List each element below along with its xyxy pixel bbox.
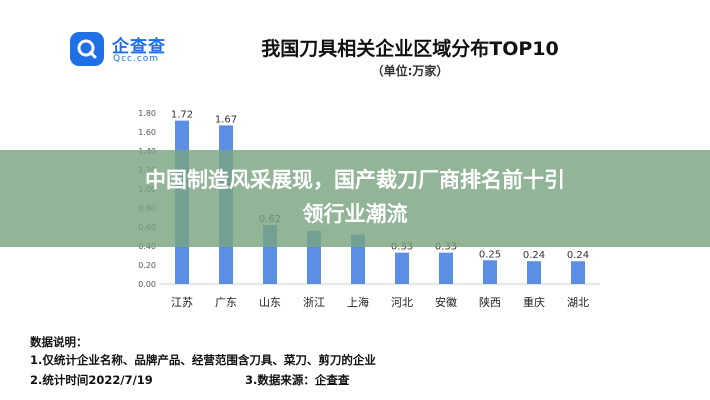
y-tick-label: 1.60 — [138, 128, 156, 137]
x-category-label: 江苏 — [171, 296, 193, 309]
headline-line-1: 中国制造风采展现，国产裁刀厂商排名前十引 — [145, 168, 565, 192]
x-category-label: 湖北 — [567, 296, 589, 309]
data-label: 1.72 — [171, 110, 193, 121]
note-item-3: 3.数据来源：企查查 — [245, 373, 350, 387]
headline-banner — [0, 150, 710, 247]
x-category-label: 重庆 — [523, 295, 545, 309]
bar-9 — [571, 261, 585, 284]
y-tick-label: 0.00 — [138, 280, 156, 289]
data-label: 0.33 — [391, 242, 413, 253]
qcc-logo: 企查查 Qcc.com — [70, 30, 180, 66]
logo-text-cn: 企查查 — [112, 37, 166, 57]
data-label: 0.33 — [435, 242, 457, 253]
x-category-label: 河北 — [391, 296, 413, 309]
x-category-label: 山东 — [259, 296, 281, 309]
bar-5 — [395, 252, 409, 284]
notes-title: 数据说明： — [30, 335, 88, 349]
logo-text-en: Qcc.com — [113, 54, 160, 64]
note-item-1: 1.仅统计企业名称、品牌产品、经营范围含刀具、菜刀、剪刀的企业 — [30, 353, 376, 367]
x-category-label: 浙江 — [303, 296, 325, 309]
chart-title: 我国刀具相关企业区域分布TOP10 — [261, 38, 559, 60]
headline-line-2: 领行业潮流 — [302, 202, 408, 226]
bar-8 — [527, 261, 541, 284]
qcc-logo-icon — [70, 32, 104, 66]
bar-6 — [439, 252, 453, 284]
chart-subtitle: （单位:万家） — [371, 64, 449, 78]
x-category-label: 广东 — [215, 296, 237, 309]
y-tick-label: 0.20 — [138, 261, 156, 270]
data-label: 0.24 — [567, 250, 589, 261]
x-category-label: 安徽 — [435, 295, 457, 309]
x-category-label: 上海 — [347, 295, 369, 309]
data-label: 1.67 — [215, 114, 237, 125]
y-tick-label: 1.80 — [138, 109, 156, 118]
data-label: 0.25 — [479, 249, 501, 260]
x-category-label: 陕西 — [479, 295, 501, 309]
data-label: 0.24 — [523, 250, 545, 261]
headline-text: 中国制造风采展现，国产裁刀厂商排名前十引 领行业潮流 — [40, 163, 670, 231]
note-item-2: 2.统计时间2022/7/19 — [30, 373, 153, 387]
bar-7 — [483, 260, 497, 284]
